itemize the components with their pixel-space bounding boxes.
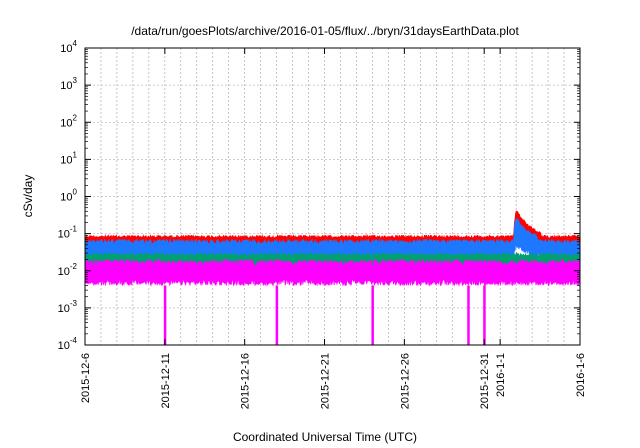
y-tick-label: 103 — [60, 76, 77, 92]
x-tick-label: 2015-12-6 — [80, 353, 92, 403]
y-axis-label: cSv/day — [21, 175, 35, 218]
x-tick-label: 2016-1-1 — [495, 353, 507, 397]
series-band-3 — [84, 258, 581, 287]
series-area — [84, 210, 581, 345]
x-tick-label: 2015-12-16 — [240, 353, 252, 409]
series-dropout — [483, 285, 486, 345]
y-tick-label: 10-2 — [58, 262, 78, 278]
series-dropout — [163, 285, 167, 345]
y-tick-label: 104 — [60, 39, 77, 55]
x-tick-label: 2015-12-11 — [160, 353, 172, 408]
series-dropout — [467, 285, 470, 345]
y-tick-label: 101 — [60, 150, 77, 166]
y-tick-label: 10-4 — [58, 336, 78, 352]
y-tick-label: 100 — [60, 188, 77, 204]
y-tick-label: 10-1 — [58, 225, 78, 241]
x-tick-label: 2015-12-21 — [320, 353, 332, 409]
series-dropout — [275, 285, 279, 345]
x-axis-label: Coordinated Universal Time (UTC) — [233, 430, 417, 444]
x-tick-label: 2016-1-6 — [575, 353, 587, 397]
series-dropout — [371, 285, 374, 345]
x-tick-label: 2015-12-26 — [399, 353, 411, 409]
y-tick-label: 10-3 — [58, 299, 78, 315]
axis-ticks: 10-4 10-3 10-2 10-1 100 101 102 103 104 2015-12-6… — [58, 39, 587, 409]
grid — [84, 48, 581, 345]
x-tick-label: 2015-12-31 — [479, 353, 491, 409]
chart-title: /data/run/goesPlots/archive/2016-01-05/f… — [131, 24, 519, 38]
y-tick-label: 102 — [60, 113, 77, 129]
